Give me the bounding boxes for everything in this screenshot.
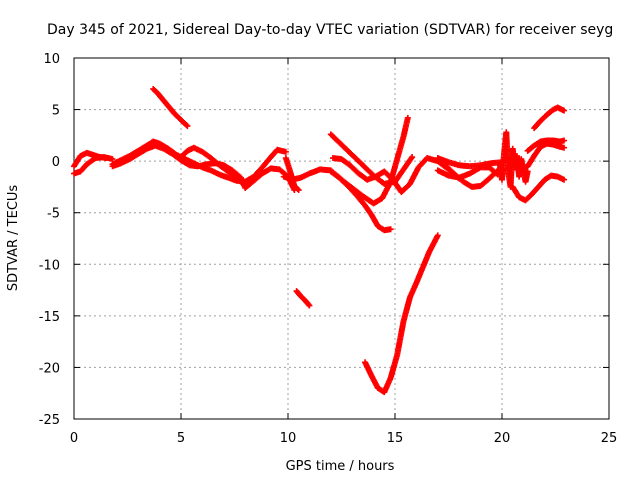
- y-tick-label: 0: [52, 155, 60, 170]
- series-arc-3: [109, 138, 289, 185]
- chart-title: Day 345 of 2021, Sidereal Day-to-day VTE…: [47, 22, 613, 38]
- axis-ticks: 0 5 10 15 20 25 10 5 0 -5 -10 -15 -20 -25: [39, 52, 618, 446]
- x-tick-label: 20: [494, 431, 511, 446]
- data-point: [184, 123, 191, 130]
- plot-frame: [73, 57, 610, 420]
- data-point: [306, 302, 313, 309]
- series-arc-8: [293, 288, 313, 309]
- data-point: [561, 107, 568, 114]
- series-arc-19: [511, 140, 568, 174]
- x-tick-label: 15: [387, 431, 404, 446]
- data-point: [561, 137, 568, 144]
- data-series: [71, 85, 568, 396]
- series-arc-10: [327, 168, 394, 234]
- y-tick-label: 10: [43, 52, 60, 67]
- y-tick-label: -20: [39, 361, 60, 376]
- x-tick-label: 10: [280, 431, 297, 446]
- y-tick-label: -25: [39, 413, 60, 428]
- series-arc-20: [524, 137, 568, 154]
- data-point: [387, 226, 394, 233]
- series-arc-13: [362, 232, 441, 396]
- data-point: [524, 168, 531, 175]
- x-tick-label: 25: [601, 431, 618, 446]
- data-point: [240, 180, 247, 187]
- x-tick-label: 0: [70, 431, 78, 446]
- data-point: [183, 122, 190, 129]
- y-tick-label: -5: [47, 207, 60, 222]
- y-tick-label: 5: [52, 104, 60, 119]
- y-tick-label: -15: [39, 310, 60, 325]
- grid-lines: [74, 58, 609, 419]
- series-arc-16: [443, 163, 501, 190]
- series-arc-2: [71, 154, 116, 177]
- y-tick-label: -10: [39, 258, 60, 273]
- series-arc-5: [150, 85, 191, 130]
- data-point: [238, 179, 245, 186]
- y-axis-label: SDTVAR / TECUs: [6, 185, 21, 292]
- data-point: [409, 154, 416, 161]
- series-arc-21: [531, 104, 568, 132]
- data-point: [294, 185, 301, 192]
- data-point: [561, 176, 568, 183]
- series-arc-15: [434, 164, 501, 181]
- data-point: [305, 301, 312, 308]
- data-point: [404, 114, 411, 121]
- data-point: [295, 187, 302, 194]
- data-point: [109, 156, 116, 163]
- series-arc-12: [327, 131, 416, 187]
- x-axis-label: GPS time / hours: [286, 459, 395, 474]
- x-tick-label: 5: [177, 431, 185, 446]
- series-arc-18: [509, 172, 568, 204]
- data-point: [561, 144, 568, 151]
- data-point: [434, 232, 441, 239]
- series-arc-6: [178, 144, 247, 187]
- data-point: [282, 148, 289, 155]
